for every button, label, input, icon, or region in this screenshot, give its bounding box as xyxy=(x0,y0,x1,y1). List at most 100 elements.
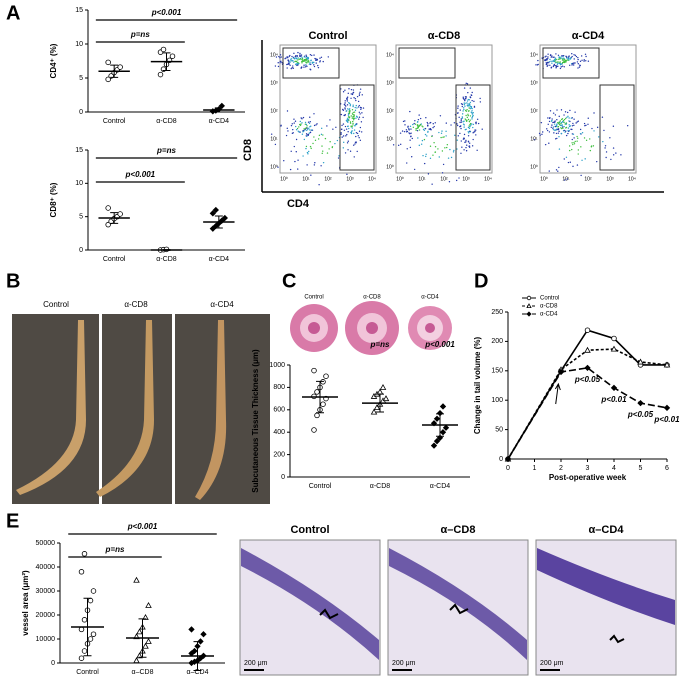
flow-event xyxy=(561,65,564,67)
flow-event xyxy=(411,137,413,140)
flow-event xyxy=(422,126,424,128)
flow-event xyxy=(476,118,479,120)
flow-event xyxy=(557,132,560,134)
flow-event xyxy=(546,65,548,67)
flow-event xyxy=(418,124,420,127)
x-tick-label: 0 xyxy=(506,465,510,472)
flow-event xyxy=(310,63,312,66)
flow-event xyxy=(590,146,593,148)
data-point xyxy=(663,404,671,412)
flow-event xyxy=(463,103,466,106)
flow-event xyxy=(554,58,556,61)
flow-gate xyxy=(282,47,340,79)
flow-event xyxy=(466,119,468,122)
flow-event xyxy=(565,156,568,158)
flow-event xyxy=(416,130,419,132)
flow-event xyxy=(475,121,477,124)
flow-event xyxy=(468,142,471,144)
flow-event xyxy=(312,142,314,145)
flow-event xyxy=(343,141,345,144)
flow-event xyxy=(361,112,363,114)
x-tick-label: Control xyxy=(103,118,126,125)
flow-event xyxy=(584,53,587,55)
flow-tick: 10⁰ xyxy=(280,176,288,182)
flow-event xyxy=(561,118,564,120)
flow-event xyxy=(544,143,547,146)
flow-event xyxy=(290,59,292,61)
flow-event xyxy=(547,56,549,58)
flow-event xyxy=(456,123,458,125)
flow-event xyxy=(341,136,343,138)
flow-event xyxy=(602,140,604,143)
flow-event xyxy=(571,55,573,58)
flow-event xyxy=(348,111,351,113)
flow-event xyxy=(342,109,345,111)
data-point xyxy=(526,311,532,317)
flow-event xyxy=(305,147,307,150)
flow-event xyxy=(441,150,444,152)
flow-event xyxy=(315,58,317,60)
flow-event xyxy=(563,114,565,116)
x-axis-label: Post-operative week xyxy=(549,473,627,482)
flow-event xyxy=(563,179,566,181)
flow-event xyxy=(306,125,308,127)
flow-event xyxy=(344,107,346,109)
flow-event xyxy=(577,67,579,69)
flow-event xyxy=(465,96,468,98)
flow-event xyxy=(413,122,415,125)
flow-event xyxy=(351,117,353,119)
flow-event xyxy=(573,143,576,145)
flow-event xyxy=(555,65,558,67)
y-tick-label: 5 xyxy=(79,75,83,82)
flow-event xyxy=(410,128,412,130)
flow-event xyxy=(454,134,456,137)
histology-sections xyxy=(290,301,452,355)
annotation: p<0.001 xyxy=(424,340,455,349)
flow-tick: 10³ xyxy=(606,176,614,182)
data-point xyxy=(320,401,326,407)
flow-event xyxy=(324,137,327,140)
flow-event xyxy=(300,54,303,56)
flow-event xyxy=(461,117,464,119)
data-point xyxy=(105,205,111,211)
y-tick-label: 0 xyxy=(51,660,55,667)
flow-event xyxy=(562,119,565,122)
data-point xyxy=(81,648,88,654)
flow-event xyxy=(460,121,463,123)
series-line xyxy=(507,348,668,460)
panel-letter: E xyxy=(6,510,19,532)
flow-event xyxy=(561,59,564,61)
flow-event xyxy=(295,129,298,131)
flow-event xyxy=(432,154,434,156)
histology-images xyxy=(239,539,677,676)
flow-event xyxy=(348,127,350,130)
flow-event xyxy=(558,121,560,123)
flow-event xyxy=(425,117,427,119)
flow-event xyxy=(460,119,462,122)
flow-event xyxy=(287,56,289,59)
flow-event xyxy=(303,128,305,130)
flow-event xyxy=(433,142,435,144)
flow-event xyxy=(434,151,437,153)
flow-event xyxy=(537,59,539,62)
flow-event xyxy=(577,149,580,151)
flow-tick: 10² xyxy=(440,176,448,182)
flow-event xyxy=(468,99,471,101)
flow-event xyxy=(360,121,363,123)
flow-event xyxy=(465,128,467,131)
flow-event xyxy=(431,135,433,138)
flow-event xyxy=(535,64,537,66)
flow-event xyxy=(434,122,436,124)
flow-event xyxy=(550,67,552,69)
flow-event xyxy=(471,91,473,94)
flow-event xyxy=(409,125,412,128)
flow-event xyxy=(346,120,348,123)
flow-event xyxy=(463,133,466,136)
flow-event xyxy=(307,56,309,59)
flow-event xyxy=(289,168,292,171)
flow-event xyxy=(404,120,406,122)
data-point xyxy=(157,71,164,78)
y-axis-label: CD4⁺ (%) xyxy=(49,43,58,78)
flow-event xyxy=(413,168,416,171)
flow-event xyxy=(295,57,297,60)
